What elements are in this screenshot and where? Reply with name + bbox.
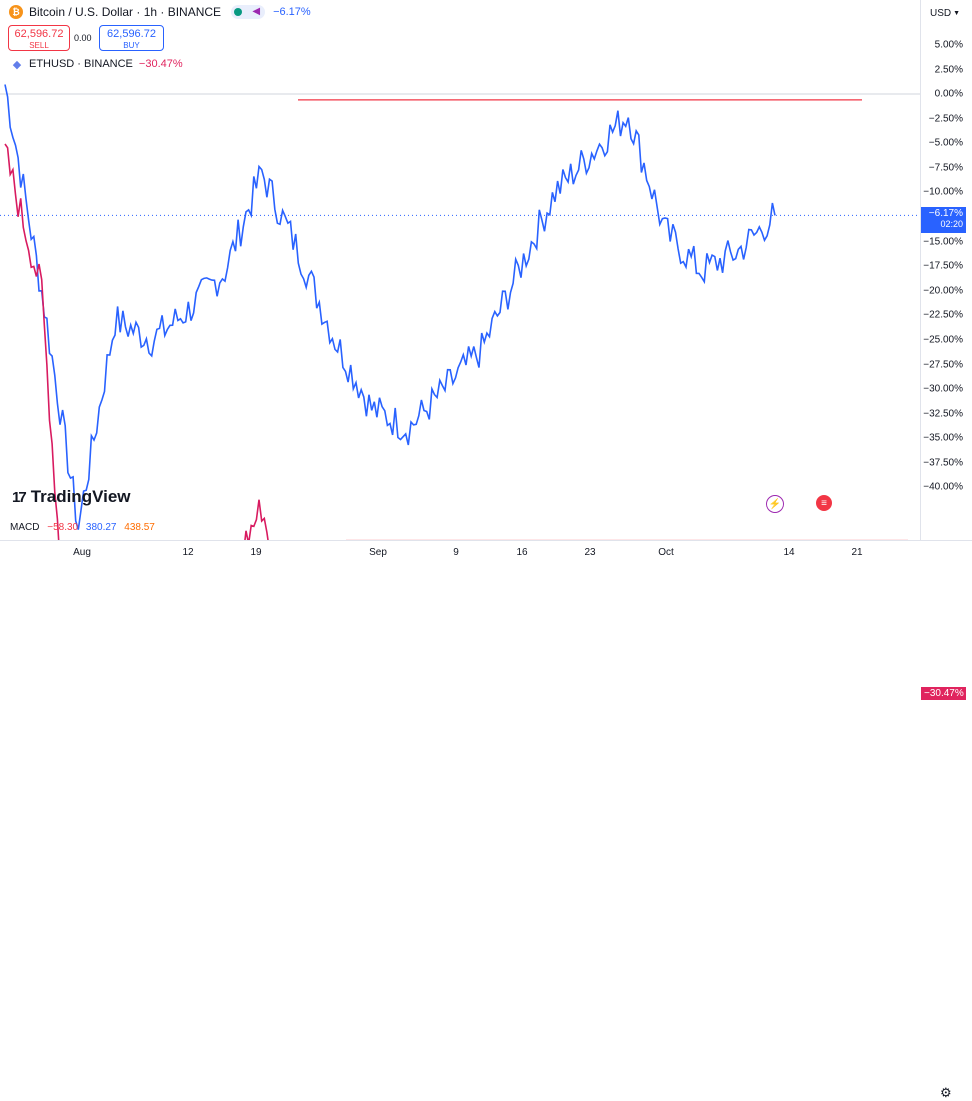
- currency-selector[interactable]: USD ▼: [926, 4, 964, 22]
- time-tick-label: Sep: [369, 547, 387, 558]
- compare-symbol-legend[interactable]: ◆ ETHUSD · BINANCE −30.47%: [11, 58, 183, 71]
- buy-label: BUY: [123, 41, 140, 50]
- time-tick-label: 9: [453, 547, 459, 558]
- chart-header: ₿ Bitcoin / U.S. Dollar · 1h · BINANCE ◀…: [0, 0, 920, 80]
- macd-value-3: 438.57: [124, 522, 155, 533]
- symbol-title: Bitcoin / U.S. Dollar · 1h · BINANCE: [29, 5, 222, 19]
- series-line-ethusd: [4, 143, 269, 540]
- macd-value-2: 380.27: [85, 522, 117, 533]
- sell-button[interactable]: 62,596.72 SELL: [8, 25, 70, 51]
- market-status-pill-icon[interactable]: ◀: [231, 5, 266, 19]
- time-tick-label: 23: [584, 547, 596, 558]
- currency-label: USD: [930, 7, 952, 19]
- price-tick-label: −32.50%: [923, 408, 963, 420]
- main-symbol-legend[interactable]: ₿ Bitcoin / U.S. Dollar · 1h · BINANCE ◀…: [9, 5, 311, 19]
- price-tick-label: −37.50%: [923, 457, 963, 469]
- spread-value: 0.00: [74, 33, 92, 43]
- price-tick-label: 0.00%: [934, 88, 963, 100]
- tradingview-mark-icon: 17: [12, 488, 27, 506]
- eth-change: −30.47%: [138, 58, 183, 70]
- eth-badge-value: −30.47%: [924, 688, 964, 700]
- gear-icon[interactable]: ⚙: [940, 1085, 952, 1100]
- price-tick-label: −22.50%: [923, 309, 963, 321]
- price-tick-label: −27.50%: [923, 359, 963, 371]
- macd-label: MACD: [10, 522, 40, 533]
- price-axis[interactable]: USD ▼ 5.00% 2.50% 0.00% −2.50% −5.00% −7.50% −…: [920, 0, 972, 701]
- price-tick-label: −15.00%: [923, 236, 963, 248]
- btc-change: −6.17%: [273, 6, 311, 18]
- sell-label: SELL: [29, 41, 49, 50]
- tradingview-logo[interactable]: 17 TradingView: [12, 487, 131, 507]
- time-tick-label: Oct: [658, 547, 674, 558]
- bar-countdown: 02:20: [940, 219, 963, 230]
- price-tick-label: −10.00%: [923, 186, 963, 198]
- price-tick-label: −20.00%: [923, 285, 963, 297]
- btc-badge-value: −6.17%: [928, 208, 963, 220]
- series-line-btcusd: [4, 84, 776, 530]
- price-tick-label: −40.00%: [923, 481, 963, 493]
- bitcoin-coin-icon: ₿: [9, 5, 23, 19]
- price-tick-label: −17.50%: [923, 260, 963, 272]
- lightning-icon[interactable]: ⚡: [766, 495, 784, 513]
- price-tick-label: −30.00%: [923, 383, 963, 395]
- buy-button[interactable]: 62,596.72 BUY: [99, 25, 164, 51]
- eth-last-price-badge: −30.47%: [921, 687, 966, 701]
- time-tick-label: 12: [182, 547, 194, 558]
- chevron-down-icon: ▼: [953, 9, 960, 17]
- time-tick-label: 21: [851, 547, 863, 558]
- price-tick-label: 2.50%: [934, 64, 963, 76]
- compare-title: ETHUSD · BINANCE: [29, 58, 133, 70]
- ethereum-diamond-icon: ◆: [12, 58, 22, 71]
- btc-last-price-badge: −6.17% 02:20: [921, 207, 966, 234]
- chart-area[interactable]: [0, 0, 920, 540]
- price-tick-label: −2.50%: [928, 113, 963, 125]
- price-tick-label: −7.50%: [928, 162, 963, 174]
- time-tick-label: 14: [783, 547, 795, 558]
- price-tick-label: −5.00%: [928, 137, 963, 149]
- time-tick-label: Aug: [73, 547, 91, 558]
- time-axis[interactable]: Aug 12 19 Sep 9 16 23 Oct 14 21 ⚙: [0, 540, 972, 1100]
- price-tick-label: −35.00%: [923, 432, 963, 444]
- sell-price: 62,596.72: [14, 28, 64, 40]
- price-tick-label: 5.00%: [934, 39, 963, 51]
- buy-price: 62,596.72: [107, 28, 156, 40]
- macd-legend[interactable]: MACD −58.30 380.27 438.57: [10, 522, 160, 533]
- price-tick-label: −25.00%: [923, 334, 963, 346]
- time-tick-label: 16: [516, 547, 528, 558]
- macd-value-1: −58.30: [47, 522, 79, 533]
- us-flag-icon[interactable]: ≡: [816, 495, 832, 511]
- logo-text: TradingView: [30, 487, 131, 506]
- time-tick-label: 19: [250, 547, 262, 558]
